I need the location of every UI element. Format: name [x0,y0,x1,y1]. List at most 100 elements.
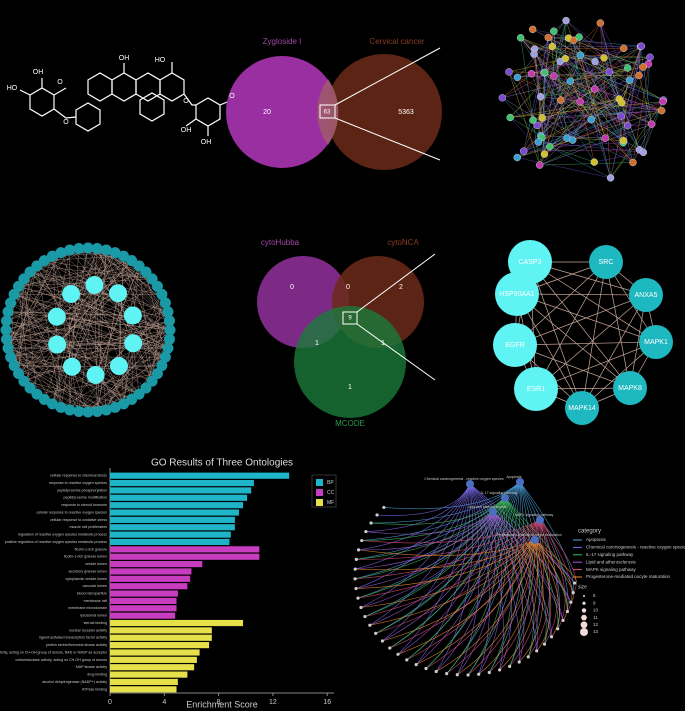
edge [544,101,664,155]
cnet-edge [356,519,541,560]
legend-label: 13 [593,629,599,634]
cnet-edge [361,481,521,541]
cnet-edge [382,511,494,642]
legend-label: Lipid and atherosclerosis [586,559,637,564]
cnet-edge [416,539,536,665]
edge [71,248,80,367]
cnet-edge [469,483,572,603]
cnet-edge [539,519,577,593]
edge [18,260,132,374]
node [38,255,50,267]
bar [110,553,260,560]
bar [110,671,188,678]
y-tick-label: cellular response to oxidative stress [50,518,107,522]
node [568,136,577,144]
legend-label: 11 [593,615,598,620]
atom-label: OH [33,69,44,76]
edge [531,73,652,125]
edge [123,343,134,404]
y-tick-label: peptidyl-serine phosphorylation [57,488,107,492]
node-label: EGFR [505,342,524,349]
edge [534,48,622,117]
label: MCODE [335,419,365,428]
bar [110,597,177,604]
node [600,54,608,62]
edge [114,252,169,312]
edge [510,98,620,118]
gene-node [380,639,384,643]
gene-node [434,669,438,674]
edge [538,119,592,143]
edge [520,37,555,77]
zoom-line [356,323,436,381]
edge [638,75,652,125]
edge [23,278,38,395]
cnet-edge [389,519,541,649]
legend-label: MAPK signaling pathway [586,567,637,572]
node [569,36,578,44]
edge [7,348,107,411]
edge [594,61,624,141]
edge [106,249,170,321]
node [596,19,605,27]
edge [14,365,72,367]
pathway-node [531,536,539,544]
node [109,284,128,303]
node [162,342,174,354]
edge [18,265,140,287]
zoom-box [319,104,336,119]
bar [110,561,203,568]
y-tick-label: positive regulation of reactive oxygen s… [5,540,107,544]
node [64,244,76,256]
node [637,42,646,50]
edge [600,23,611,178]
gene-node [542,642,547,646]
edge [549,146,611,179]
node [124,334,143,353]
venn-diagram-2 [257,253,436,418]
cnet-edge [369,511,494,626]
pathway-label: Apoptosis [506,475,522,479]
node [48,335,67,354]
node [540,150,549,158]
cnet-edge [499,539,538,671]
edge [591,101,664,120]
hub-node [589,245,623,279]
cnet-edge [365,483,471,532]
edge [44,260,119,294]
label: Zygloside I [263,37,302,46]
gene-node [356,596,360,600]
edge [123,256,163,366]
pathway-label: Lipid and atherosclerosis [468,505,507,509]
gene-node [526,655,530,659]
edge [643,57,651,153]
node [86,365,105,384]
node [126,393,138,405]
node [2,342,14,354]
edge [510,117,541,136]
y-tick-label: lysosomal lumen [80,614,107,618]
edge [529,261,657,343]
node-label: CASP3 [519,259,542,266]
bar [110,546,260,553]
edge [517,77,628,126]
gene-node [455,673,459,677]
node-label: ESR1 [527,386,545,393]
cnet-edge [355,539,536,571]
gene-node [445,672,449,676]
node [538,114,546,122]
node [566,77,574,85]
cnet-edge [369,539,536,626]
edge [29,271,153,382]
cnet-edge [371,481,521,524]
y-tick-label: vacuolar lumen [83,584,107,588]
label: 20 [263,109,271,116]
edge [56,316,171,331]
edge [131,343,134,400]
edge [560,99,621,117]
edge [10,286,158,358]
y-tick-label: response to steroid hormone [61,503,107,507]
node [159,297,171,309]
node [1,315,13,327]
edge [70,265,140,295]
